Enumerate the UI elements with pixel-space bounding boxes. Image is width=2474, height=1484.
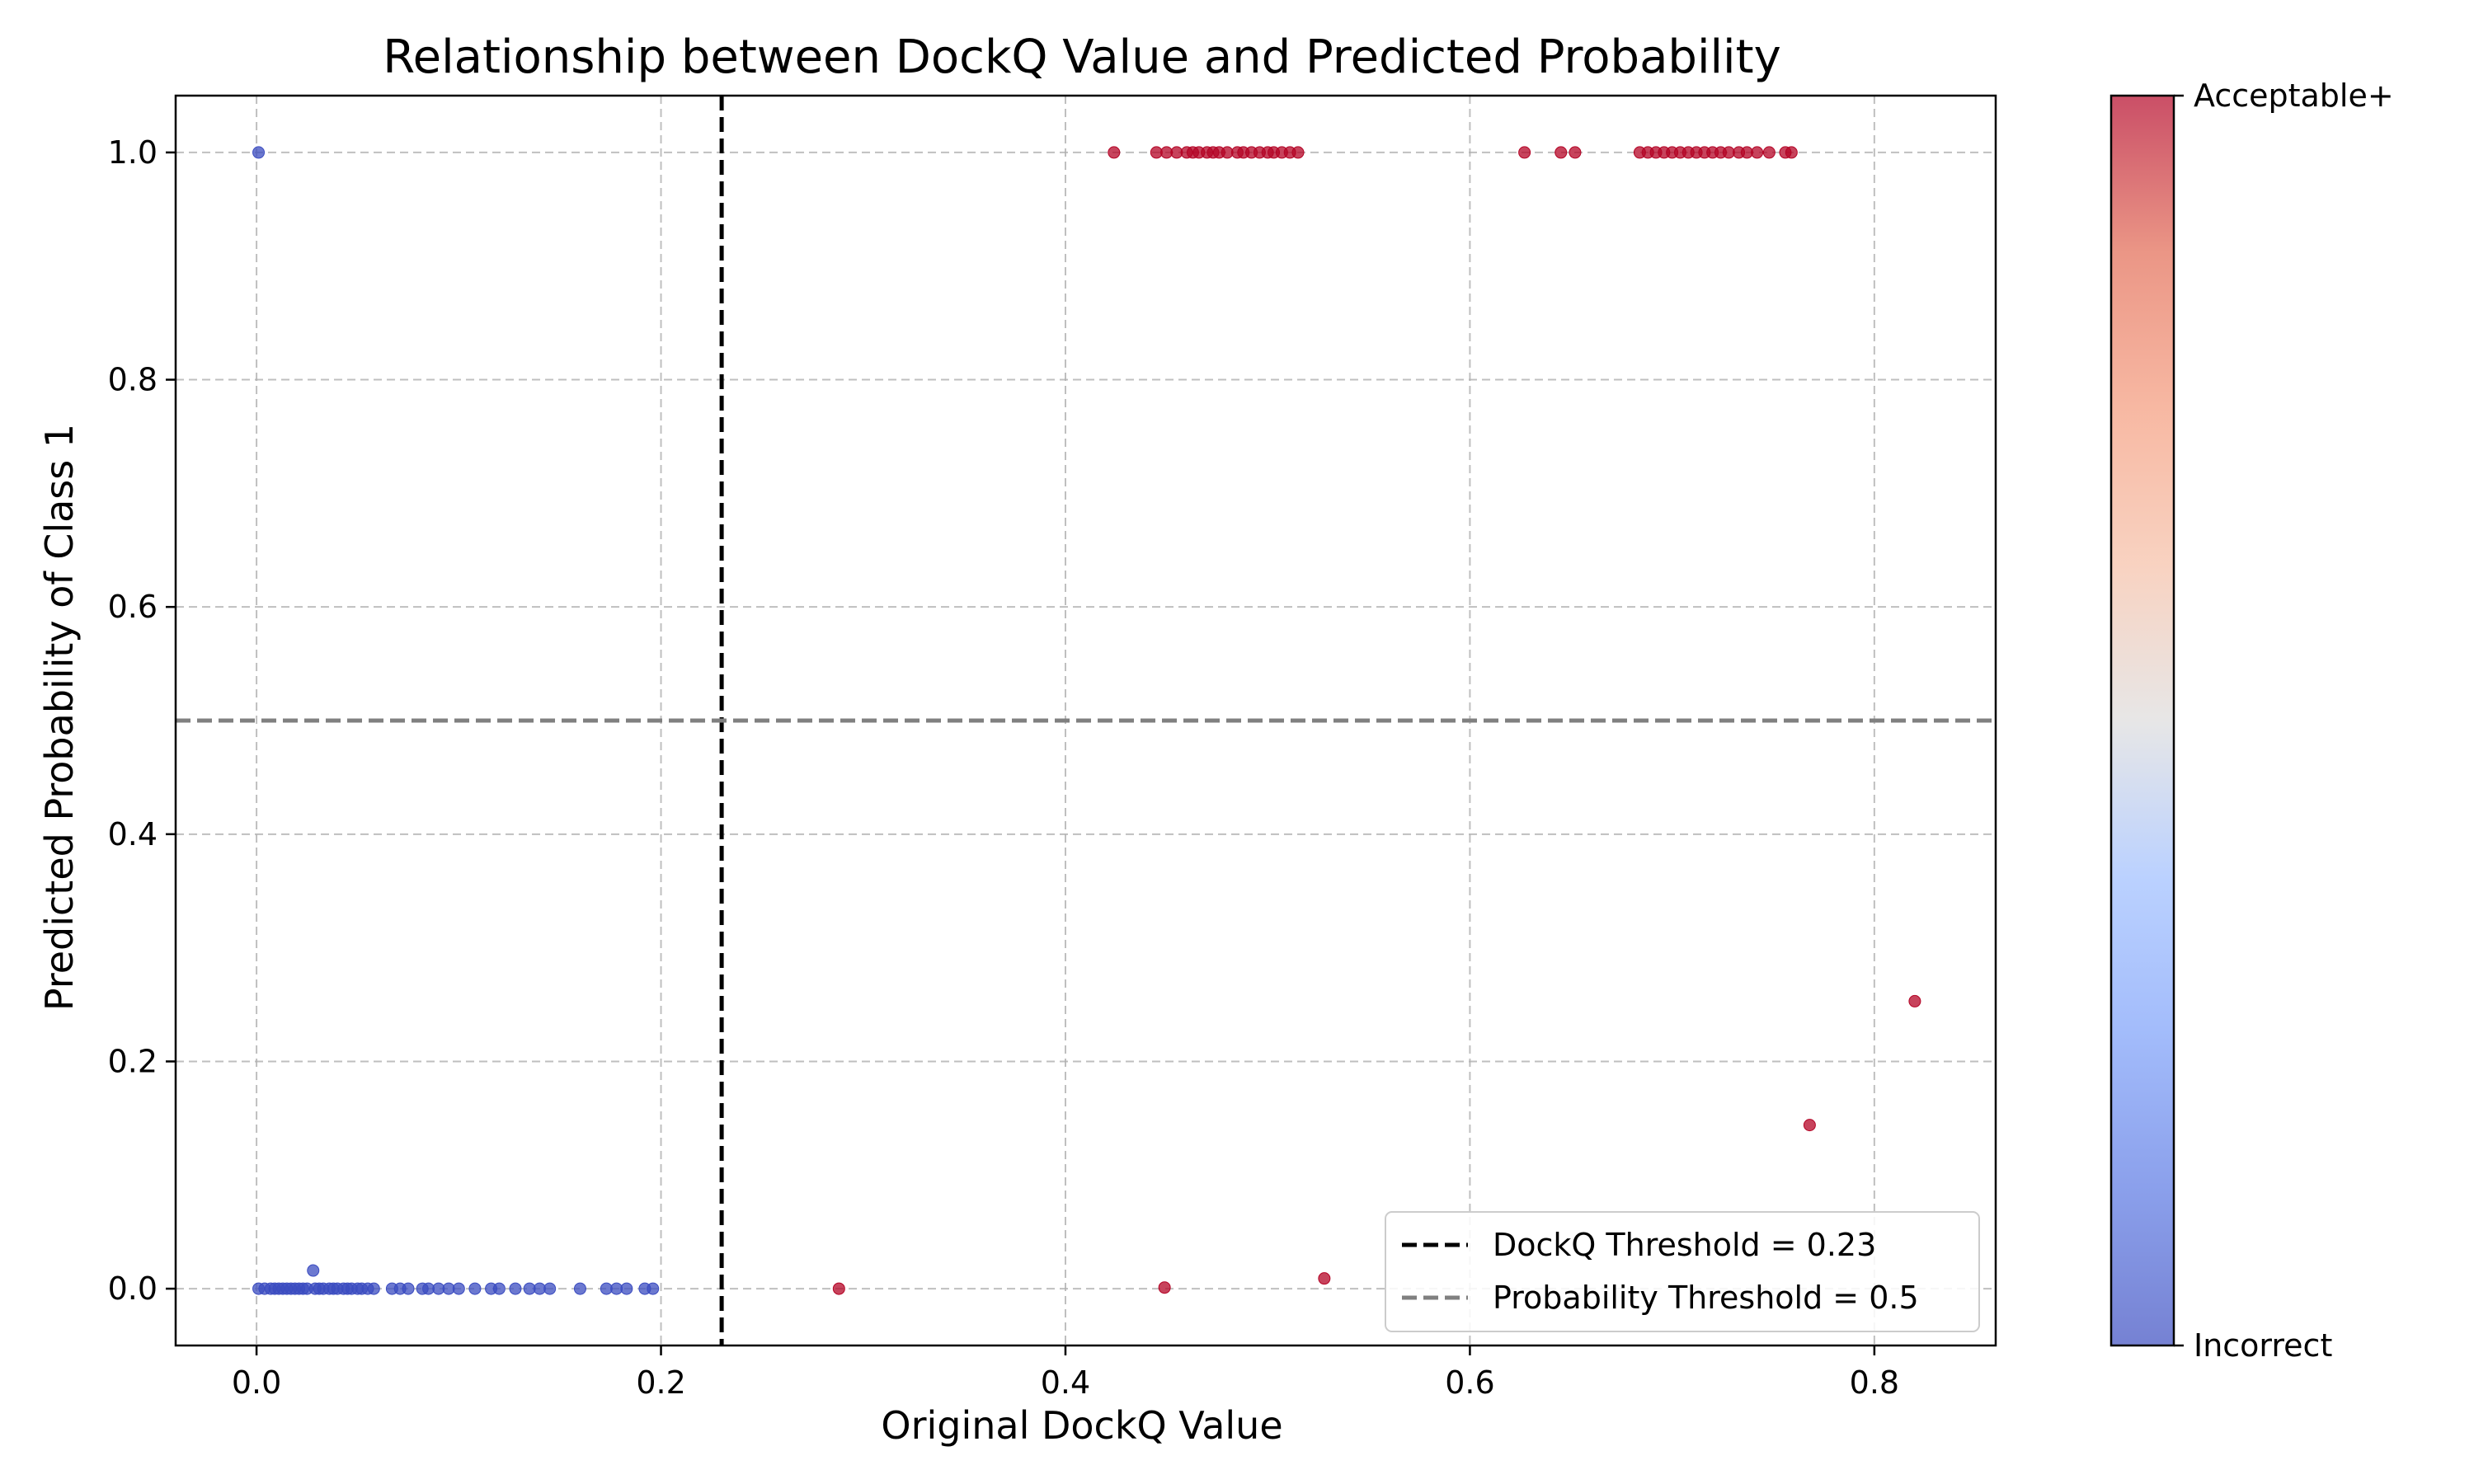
data-point-incorrect [452, 1282, 465, 1295]
data-point-incorrect [573, 1282, 586, 1295]
x-axis-ticks: 0.0 0.2 0.4 0.6 0.8 [232, 1345, 1899, 1401]
x-tick-label: 0.2 [636, 1364, 685, 1401]
x-axis-label: Original DockQ Value [881, 1403, 1282, 1448]
data-point-acceptable [1569, 146, 1582, 159]
legend-label-0: DockQ Threshold = 0.23 [1493, 1227, 1876, 1263]
y-axis-label: Predicted Probability of Class 1 [37, 424, 82, 1011]
colorbar-bar [2109, 94, 2175, 1347]
data-point-incorrect [367, 1282, 380, 1295]
data-point-acceptable [1518, 146, 1531, 159]
data-point-incorrect [468, 1282, 482, 1295]
x-tick-label: 0.0 [232, 1364, 281, 1401]
data-point-incorrect [620, 1282, 633, 1295]
data-point-acceptable [1158, 1281, 1171, 1294]
data-points [252, 146, 1921, 1295]
data-point-incorrect [509, 1282, 522, 1295]
colorbar: Acceptable+ Incorrect [2109, 77, 2394, 1364]
data-point-acceptable [1291, 146, 1305, 159]
y-tick-label: 0.0 [108, 1270, 158, 1307]
x-tick-label: 0.6 [1445, 1364, 1494, 1401]
data-point-acceptable [1803, 1119, 1816, 1132]
data-point-incorrect [543, 1282, 557, 1295]
legend: DockQ Threshold = 0.23 Probability Thresh… [1385, 1211, 1980, 1332]
data-point-incorrect [647, 1282, 660, 1295]
data-point-acceptable [1908, 994, 1921, 1007]
data-point-acceptable [1108, 146, 1121, 159]
plot-frame [174, 94, 1997, 1347]
y-tick-label: 0.8 [108, 362, 158, 398]
chart-title: Relationship between DockQ Value and Pre… [383, 31, 1780, 84]
x-tick-label: 0.8 [1850, 1364, 1899, 1401]
x-tick-label: 0.4 [1041, 1364, 1090, 1401]
colorbar-label-bottom: Incorrect [2194, 1327, 2332, 1364]
data-point-acceptable [832, 1282, 845, 1295]
legend-box [1385, 1211, 1980, 1332]
data-point-acceptable [1318, 1272, 1331, 1285]
data-point-acceptable [1554, 146, 1568, 159]
data-point-acceptable [1785, 146, 1798, 159]
data-point-acceptable [1762, 146, 1776, 159]
colorbar-label-top: Acceptable+ [2194, 77, 2394, 114]
data-point-incorrect [307, 1264, 320, 1277]
y-tick-label: 0.2 [108, 1043, 158, 1079]
data-point-incorrect [402, 1282, 415, 1295]
y-tick-label: 0.4 [108, 816, 158, 852]
threshold-lines [176, 96, 1996, 1345]
data-point-incorrect [492, 1282, 506, 1295]
y-tick-label: 1.0 [108, 134, 158, 171]
y-axis-ticks: 0.0 0.2 0.4 0.6 0.8 1.0 [108, 134, 176, 1307]
y-tick-label: 0.6 [108, 589, 158, 625]
legend-label-1: Probability Threshold = 0.5 [1493, 1280, 1919, 1316]
data-point-incorrect [252, 146, 266, 159]
data-point-acceptable [1751, 146, 1764, 159]
